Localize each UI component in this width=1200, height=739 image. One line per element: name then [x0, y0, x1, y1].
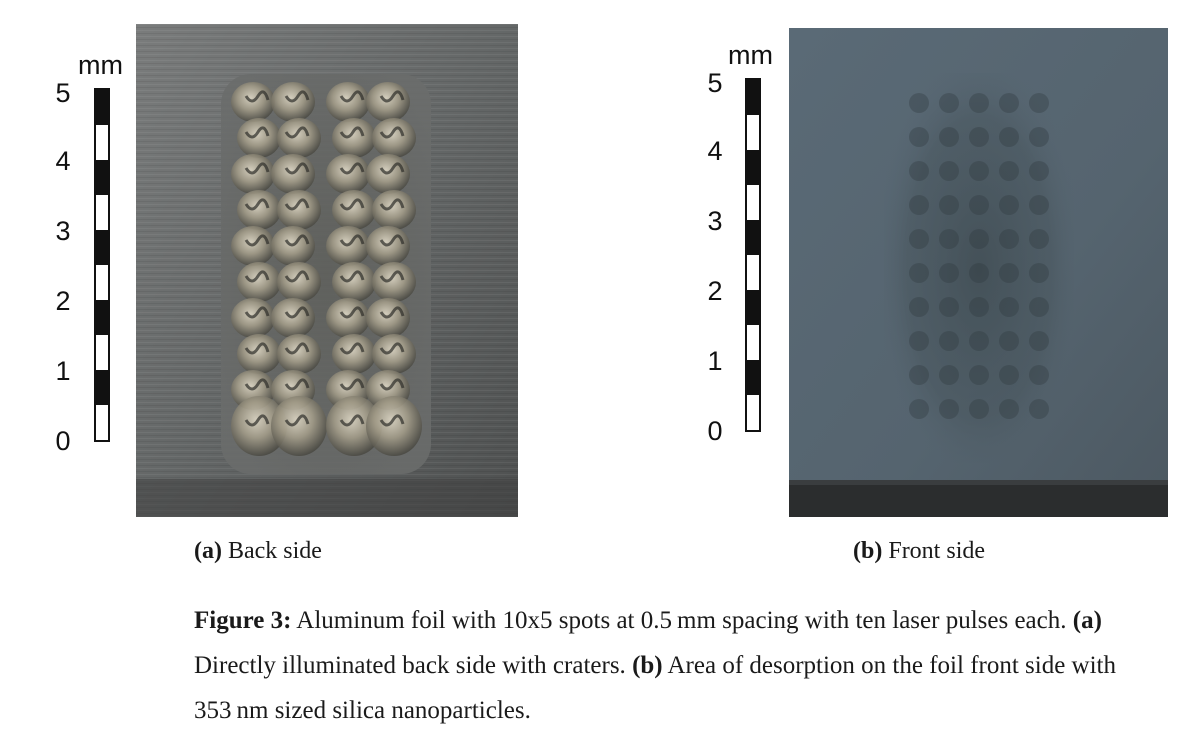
- caption-text-2b: Area of desorption on the foil front sid…: [662, 652, 1117, 679]
- scale-unit-a: mm: [78, 50, 123, 80]
- scale-tick-a-5: 5: [55, 78, 71, 108]
- subcaption-b: (b) Front side: [853, 538, 985, 565]
- caption-line-2: Directly illuminated back side with crat…: [194, 643, 1169, 688]
- scale-tick-b-3: 3: [707, 206, 723, 236]
- scale-tick-a-4: 4: [55, 146, 71, 176]
- scale-tick-b-5: 5: [707, 68, 723, 98]
- caption-line-1: Figure 3: Aluminum foil with 10x5 spots …: [194, 598, 1169, 643]
- scale-bar-a: [94, 88, 110, 442]
- scale-bar-b: [745, 78, 761, 432]
- caption-line-3: 353 nm sized silica nanoparticles.: [194, 688, 1169, 733]
- caption-text-2a: Directly illuminated back side with crat…: [194, 652, 633, 679]
- subcaption-b-label: (b): [853, 538, 883, 564]
- back-side-photo: [136, 24, 518, 517]
- figure-label: Figure 3:: [194, 607, 292, 634]
- caption-text-3: 353 nm sized silica nanoparticles.: [194, 697, 531, 724]
- subcaption-a: (a) Back side: [194, 538, 322, 565]
- scale-tick-b-1: 1: [707, 346, 723, 376]
- caption-text-1: Aluminum foil with 10x5 spots at 0.5 mm …: [291, 607, 1073, 634]
- front-side-photo: [789, 28, 1168, 517]
- subcaption-a-label: (a): [194, 538, 222, 564]
- subcaption-a-title: Back side: [227, 538, 322, 564]
- scale-tick-b-2: 2: [707, 276, 723, 306]
- figure-caption: Figure 3: Aluminum foil with 10x5 spots …: [194, 598, 1169, 733]
- scale-tick-a-1: 1: [55, 356, 71, 386]
- scale-tick-a-3: 3: [55, 216, 71, 246]
- caption-ref-a: (a): [1072, 607, 1102, 634]
- scale-tick-b-0: 0: [707, 416, 723, 446]
- caption-ref-b: (b): [632, 652, 663, 679]
- scale-tick-a-2: 2: [55, 286, 71, 316]
- scale-tick-a-0: 0: [55, 426, 71, 456]
- subcaption-b-title: Front side: [888, 538, 986, 564]
- scale-tick-b-4: 4: [707, 136, 723, 166]
- scale-unit-b: mm: [728, 40, 773, 70]
